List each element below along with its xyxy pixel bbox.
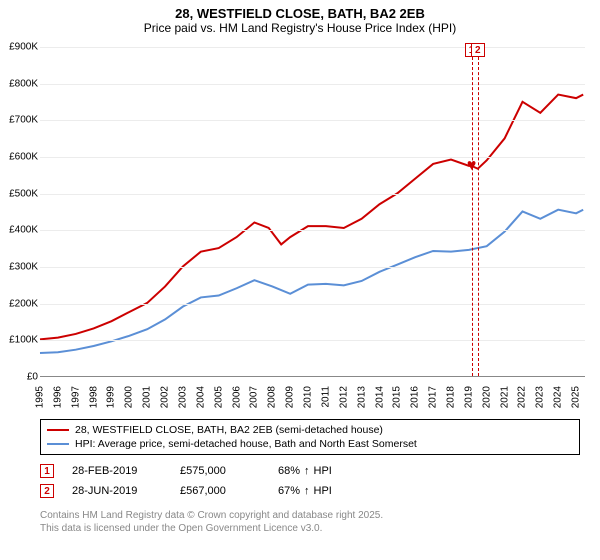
event-row: 2 28-JUN-2019 £567,000 67% ↑ HPI xyxy=(40,481,580,501)
x-tick-label: 2001 xyxy=(142,386,153,408)
x-tick-label: 2014 xyxy=(374,386,385,408)
y-tick-label: £600K xyxy=(0,152,38,163)
y-tick-label: £200K xyxy=(0,298,38,309)
y-tick-label: £900K xyxy=(0,42,38,53)
x-tick-label: 2002 xyxy=(160,386,171,408)
event-marker-box: 2 xyxy=(471,43,485,57)
event-pct-suffix: HPI xyxy=(314,465,332,477)
event-price: £567,000 xyxy=(180,485,260,497)
x-tick-label: 2020 xyxy=(481,386,492,408)
gridline-h xyxy=(40,157,585,158)
legend-box: 28, WESTFIELD CLOSE, BATH, BA2 2EB (semi… xyxy=(40,419,580,455)
title-line1: 28, WESTFIELD CLOSE, BATH, BA2 2EB xyxy=(0,6,600,21)
y-tick-label: £700K xyxy=(0,115,38,126)
legend-swatch xyxy=(47,429,69,431)
gridline-h xyxy=(40,304,585,305)
x-tick-label: 2003 xyxy=(177,386,188,408)
gridline-h xyxy=(40,47,585,48)
y-tick-label: £800K xyxy=(0,78,38,89)
event-pct: 67% ↑ HPI xyxy=(278,485,332,497)
x-tick-label: 2015 xyxy=(392,386,403,408)
x-tick-label: 2004 xyxy=(195,386,206,408)
chart-area: £0 £100K £200K £300K £400K £500K £600K £700K £80… xyxy=(0,37,600,417)
event-pct: 68% ↑ HPI xyxy=(278,465,332,477)
footer-attribution: Contains HM Land Registry data © Crown c… xyxy=(40,509,600,535)
gridline-h xyxy=(40,340,585,341)
x-tick-label: 2009 xyxy=(285,386,296,408)
x-tick-label: 2006 xyxy=(231,386,242,408)
event-pct-value: 68% xyxy=(278,465,300,477)
x-tick-label: 2025 xyxy=(571,386,582,408)
x-tick-label: 2000 xyxy=(124,386,135,408)
legend-swatch xyxy=(47,443,69,445)
gridline-h xyxy=(40,84,585,85)
title-line2: Price paid vs. HM Land Registry's House … xyxy=(0,21,600,35)
x-tick-label: 2010 xyxy=(303,386,314,408)
chart-title-block: 28, WESTFIELD CLOSE, BATH, BA2 2EB Price… xyxy=(0,0,600,37)
y-tick-label: £300K xyxy=(0,262,38,273)
arrow-up-icon: ↑ xyxy=(304,485,310,497)
x-tick-label: 2012 xyxy=(338,386,349,408)
arrow-up-icon: ↑ xyxy=(304,465,310,477)
x-tick-label: 2024 xyxy=(553,386,564,408)
gridline-h xyxy=(40,230,585,231)
legend-item: 28, WESTFIELD CLOSE, BATH, BA2 2EB (semi… xyxy=(47,423,573,437)
event-id-box: 2 xyxy=(40,484,54,498)
x-tick-label: 1996 xyxy=(52,386,63,408)
x-tick-label: 2008 xyxy=(267,386,278,408)
x-tick-label: 2022 xyxy=(517,386,528,408)
x-tick-label: 1995 xyxy=(35,386,46,408)
x-tick-label: 2023 xyxy=(535,386,546,408)
x-tick-label: 2005 xyxy=(213,386,224,408)
event-date: 28-FEB-2019 xyxy=(72,465,162,477)
x-tick-label: 2013 xyxy=(356,386,367,408)
event-date: 28-JUN-2019 xyxy=(72,485,162,497)
x-tick-label: 2017 xyxy=(428,386,439,408)
gridline-h xyxy=(40,120,585,121)
event-id-box: 1 xyxy=(40,464,54,478)
y-tick-label: £100K xyxy=(0,335,38,346)
x-tick-label: 2011 xyxy=(320,386,331,408)
legend-label: HPI: Average price, semi-detached house,… xyxy=(75,438,417,450)
footer-line1: Contains HM Land Registry data © Crown c… xyxy=(40,509,600,522)
x-tick-label: 1998 xyxy=(88,386,99,408)
y-tick-label: £400K xyxy=(0,225,38,236)
gridline-h xyxy=(40,267,585,268)
x-tick-label: 2018 xyxy=(445,386,456,408)
legend-label: 28, WESTFIELD CLOSE, BATH, BA2 2EB (semi… xyxy=(75,424,383,436)
x-tick-label: 2019 xyxy=(463,386,474,408)
event-vline xyxy=(472,47,473,376)
plot-area: £0£100K£200K£300K£400K£500K£600K£700K£80… xyxy=(40,47,585,377)
x-tick-label: 2007 xyxy=(249,386,260,408)
event-row: 1 28-FEB-2019 £575,000 68% ↑ HPI xyxy=(40,461,580,481)
x-tick-label: 2021 xyxy=(499,386,510,408)
x-tick-label: 1997 xyxy=(70,386,81,408)
price-marker-icon: ♥ xyxy=(467,157,477,175)
event-price: £575,000 xyxy=(180,465,260,477)
x-tick-label: 2016 xyxy=(410,386,421,408)
footer-line2: This data is licensed under the Open Gov… xyxy=(40,522,600,535)
chart-lines-svg xyxy=(40,47,585,376)
y-tick-label: £0 xyxy=(0,372,38,383)
x-tick-label: 1999 xyxy=(106,386,117,408)
y-tick-label: £500K xyxy=(0,188,38,199)
event-pct-value: 67% xyxy=(278,485,300,497)
events-table: 1 28-FEB-2019 £575,000 68% ↑ HPI 2 28-JUN-2019 £… xyxy=(40,461,580,501)
event-pct-suffix: HPI xyxy=(314,485,332,497)
legend-item: HPI: Average price, semi-detached house,… xyxy=(47,437,573,451)
event-vline xyxy=(478,47,479,376)
gridline-h xyxy=(40,194,585,195)
